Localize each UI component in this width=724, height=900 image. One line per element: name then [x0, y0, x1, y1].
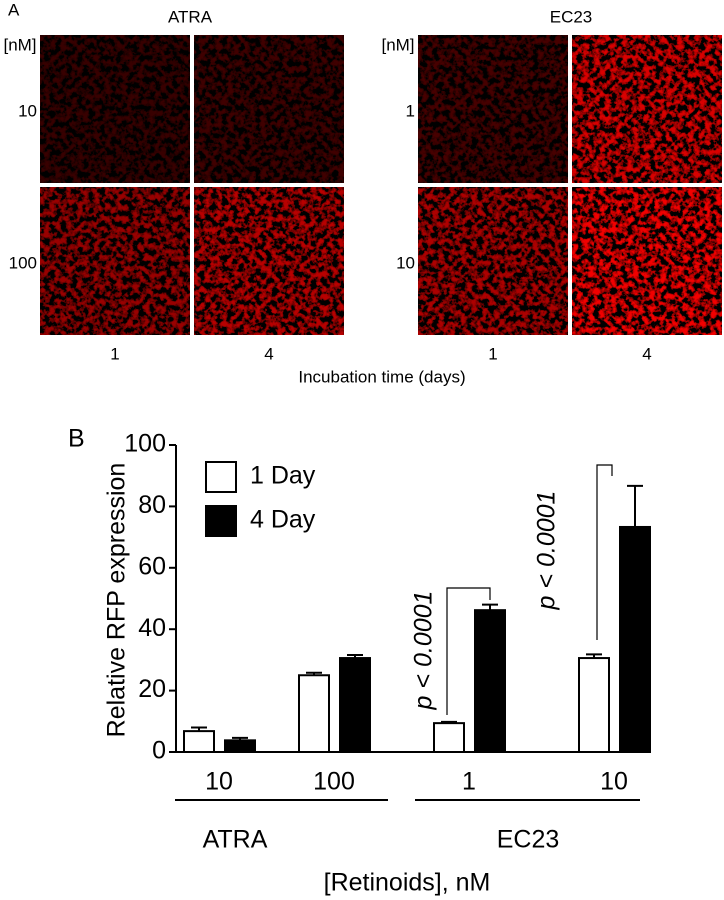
legend-label: 4 Day	[250, 506, 316, 534]
legend-label: 1 Day	[250, 462, 316, 490]
column-label: 4	[642, 344, 651, 363]
group-label: EC23	[497, 826, 560, 854]
micrograph-signal	[40, 35, 190, 183]
row-label: 10	[18, 101, 37, 120]
image-group-title: EC23	[550, 7, 593, 26]
micrograph-signal	[572, 35, 722, 183]
micrograph-signal	[194, 187, 344, 335]
micrograph-signal	[40, 187, 190, 335]
micrograph-signal	[418, 35, 568, 183]
panel-label: B	[68, 425, 85, 453]
annotation: p < 0.0001	[533, 491, 561, 611]
micrograph-signal	[418, 187, 568, 335]
unit-label: [nM]	[3, 35, 36, 54]
legend-swatch	[205, 505, 237, 537]
row-label: 100	[9, 253, 37, 272]
bar	[619, 525, 651, 753]
y-tick-label: 40	[138, 614, 166, 642]
micrograph-signal	[572, 187, 722, 335]
unit-label: [nM]	[381, 35, 414, 54]
bar	[183, 730, 215, 754]
significance-bracket	[446, 587, 491, 715]
x-tick-label: 10	[600, 768, 628, 796]
y-tick-label: 20	[138, 675, 166, 703]
image-group-title: ATRA	[168, 7, 213, 26]
y-axis-title: Relative RFP expression	[103, 463, 131, 738]
x-axis-title: [Retinoids], nM	[324, 869, 491, 897]
bar	[474, 609, 506, 754]
bar	[298, 674, 330, 753]
bar	[433, 722, 465, 754]
column-label: 1	[110, 344, 119, 363]
annotation: p < 0.0001	[410, 591, 438, 711]
column-label: 4	[264, 344, 273, 363]
x-tick-label: 1	[462, 768, 476, 796]
bar	[578, 657, 610, 753]
row-label: 10	[396, 253, 415, 272]
error-bar	[627, 484, 643, 527]
y-tick-label: 60	[138, 552, 166, 580]
y-tick-label: 0	[152, 737, 166, 765]
column-label: 1	[488, 344, 497, 363]
panel-label: A	[8, 0, 20, 19]
row-label: 1	[406, 101, 415, 120]
y-tick-label: 80	[138, 491, 166, 519]
x-title: Incubation time (days)	[298, 367, 465, 386]
y-tick-label: 100	[124, 430, 166, 458]
significance-bracket	[596, 464, 613, 640]
micrograph-signal	[194, 35, 344, 183]
group-label: ATRA	[203, 826, 268, 854]
bar	[339, 657, 371, 753]
legend-swatch	[205, 461, 237, 493]
x-tick-label: 10	[205, 768, 233, 796]
x-tick-label: 100	[313, 768, 355, 796]
bar	[224, 739, 256, 753]
